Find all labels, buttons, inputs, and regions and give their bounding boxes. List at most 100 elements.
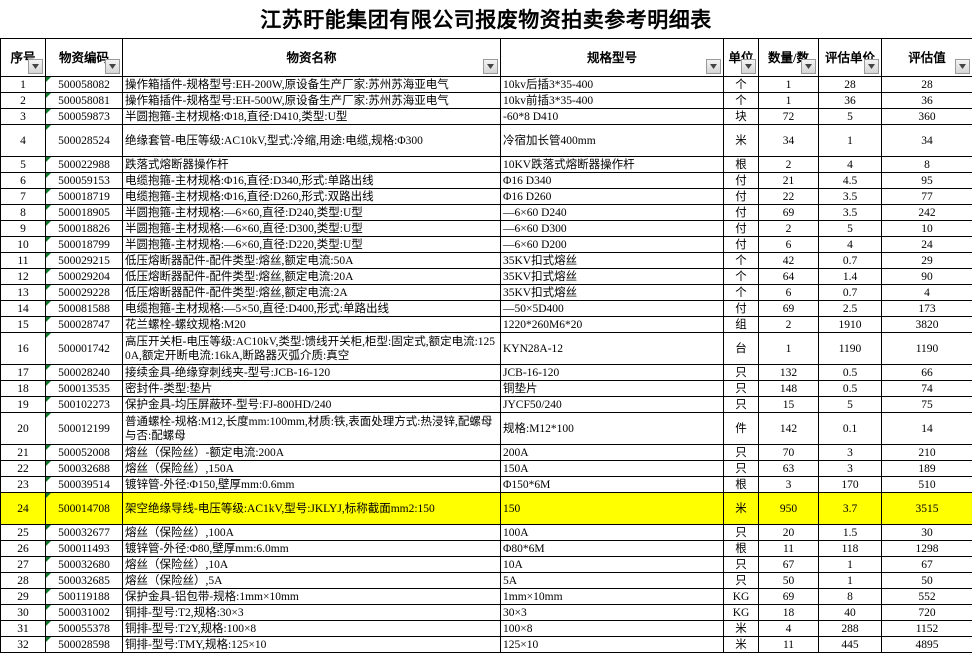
cell-seq[interactable]: 24 (0, 492, 46, 525)
table-row[interactable]: 2 500058081 操作箱插件-规格型号:EH-500W,原设备生产厂家:苏州苏… (0, 92, 972, 109)
cell-name[interactable]: 低压熔断器配件-配件类型:熔丝,额定电流:50A (122, 252, 501, 269)
cell-qty[interactable]: 70 (758, 444, 819, 461)
cell-code[interactable]: 500029215 (45, 252, 123, 269)
column-header-spec[interactable]: 规格型号 (500, 38, 724, 77)
cell-unit[interactable]: 只 (723, 364, 759, 381)
cell-price[interactable]: 1 (818, 572, 882, 589)
cell-unit[interactable]: 只 (723, 444, 759, 461)
cell-value[interactable]: 720 (881, 604, 972, 621)
cell-value[interactable]: 4895 (881, 636, 972, 653)
cell-seq[interactable]: 25 (0, 524, 46, 541)
column-header-price[interactable]: 评估单价 (818, 38, 882, 77)
table-row[interactable]: 14 500081588 电缆抱箍-主材规格:—5×50,直径:D400,形式:单路… (0, 300, 972, 317)
cell-qty[interactable]: 2 (758, 220, 819, 237)
cell-unit[interactable]: KG (723, 588, 759, 605)
cell-seq[interactable]: 29 (0, 588, 46, 605)
cell-qty[interactable]: 11 (758, 636, 819, 653)
cell-unit[interactable]: 根 (723, 156, 759, 173)
cell-seq[interactable]: 12 (0, 268, 46, 285)
column-header-seq[interactable]: 序号 (0, 38, 46, 77)
table-row[interactable]: 30 500031002 铜排-型号:T2,规格:30×3 30×3 KG 18 40 720 (0, 604, 972, 621)
cell-spec[interactable]: Φ16 D260 (500, 188, 724, 205)
cell-value[interactable]: 3820 (881, 316, 972, 333)
filter-dropdown-icon[interactable] (483, 59, 498, 74)
cell-qty[interactable]: 2 (758, 156, 819, 173)
cell-spec[interactable]: 5A (500, 572, 724, 589)
cell-value[interactable]: 210 (881, 444, 972, 461)
cell-seq[interactable]: 21 (0, 444, 46, 461)
cell-name[interactable]: 操作箱插件-规格型号:EH-200W,原设备生产厂家:苏州苏海亚电气 (122, 76, 501, 93)
cell-seq[interactable]: 9 (0, 220, 46, 237)
table-row[interactable]: 26 500011493 镀锌管-外径:Φ80,壁厚mm:6.0mm Φ80*6M 根 1… (0, 540, 972, 557)
table-row[interactable]: 17 500028240 接续金具-绝缘穿刺线夹-型号:JCB-16-120 JCB-… (0, 364, 972, 381)
cell-name[interactable]: 接续金具-绝缘穿刺线夹-型号:JCB-16-120 (122, 364, 501, 381)
cell-unit[interactable]: 个 (723, 252, 759, 269)
cell-qty[interactable]: 72 (758, 108, 819, 125)
cell-unit[interactable]: 付 (723, 172, 759, 189)
cell-qty[interactable]: 69 (758, 588, 819, 605)
column-header-qty[interactable]: 数量/数 (758, 38, 819, 77)
cell-seq[interactable]: 28 (0, 572, 46, 589)
cell-code[interactable]: 500022988 (45, 156, 123, 173)
cell-price[interactable]: 28 (818, 76, 882, 93)
cell-spec[interactable]: 200A (500, 444, 724, 461)
cell-price[interactable]: 4 (818, 156, 882, 173)
cell-value[interactable]: 242 (881, 204, 972, 221)
cell-qty[interactable]: 6 (758, 236, 819, 253)
cell-code[interactable]: 500012199 (45, 412, 123, 445)
cell-value[interactable]: 77 (881, 188, 972, 205)
cell-name[interactable]: 半圆抱箍-主材规格:Φ18,直径:D410,类型:U型 (122, 108, 501, 125)
cell-price[interactable]: 1 (818, 556, 882, 573)
table-row[interactable]: 12 500029204 低压熔断器配件-配件类型:熔丝,额定电流:20A 35KV扣… (0, 268, 972, 285)
table-row[interactable]: 25 500032677 熔丝（保险丝）,100A 100A 只 20 1.5 30 (0, 524, 972, 541)
cell-spec[interactable]: 冷宿加长管400mm (500, 124, 724, 157)
cell-name[interactable]: 操作箱插件-规格型号:EH-500W,原设备生产厂家:苏州苏海亚电气 (122, 92, 501, 109)
cell-unit[interactable]: 米 (723, 636, 759, 653)
cell-code[interactable]: 500081588 (45, 300, 123, 317)
cell-seq[interactable]: 11 (0, 252, 46, 269)
cell-spec[interactable]: 100A (500, 524, 724, 541)
filter-dropdown-icon[interactable] (801, 59, 816, 74)
cell-spec[interactable]: -60*8 D410 (500, 108, 724, 125)
table-row[interactable]: 7 500018719 电缆抱箍-主材规格:Φ16,直径:D260,形式:双路出线 Φ… (0, 188, 972, 205)
cell-price[interactable]: 4 (818, 236, 882, 253)
cell-unit[interactable]: 根 (723, 540, 759, 557)
cell-seq[interactable]: 20 (0, 412, 46, 445)
cell-value[interactable]: 66 (881, 364, 972, 381)
table-row[interactable]: 1 500058082 操作箱插件-规格型号:EH-200W,原设备生产厂家:苏州苏… (0, 76, 972, 93)
table-row[interactable]: 3 500059873 半圆抱箍-主材规格:Φ18,直径:D410,类型:U型 -60… (0, 108, 972, 125)
cell-qty[interactable]: 4 (758, 620, 819, 637)
column-header-value[interactable]: 评估值 (881, 38, 972, 77)
cell-unit[interactable]: 付 (723, 220, 759, 237)
cell-value[interactable]: 90 (881, 268, 972, 285)
cell-value[interactable]: 30 (881, 524, 972, 541)
cell-spec[interactable]: 1220*260M6*20 (500, 316, 724, 333)
cell-code[interactable]: 500001742 (45, 332, 123, 365)
cell-seq[interactable]: 8 (0, 204, 46, 221)
cell-code[interactable]: 500028598 (45, 636, 123, 653)
cell-code[interactable]: 500028240 (45, 364, 123, 381)
cell-name[interactable]: 铜排-型号:TMY,规格:125×10 (122, 636, 501, 653)
cell-value[interactable]: 10 (881, 220, 972, 237)
cell-seq[interactable]: 31 (0, 620, 46, 637)
table-row[interactable]: 22 500032688 熔丝（保险丝）,150A 150A 只 63 3 189 (0, 460, 972, 477)
table-row[interactable]: 31 500055378 铜排-型号:T2Y,规格:100×8 100×8 米 4 288 1… (0, 620, 972, 637)
cell-spec[interactable]: JCB-16-120 (500, 364, 724, 381)
column-header-unit[interactable]: 单位 (723, 38, 759, 77)
cell-qty[interactable]: 69 (758, 204, 819, 221)
cell-code[interactable]: 500018799 (45, 236, 123, 253)
cell-name[interactable]: 铜排-型号:T2Y,规格:100×8 (122, 620, 501, 637)
cell-qty[interactable]: 69 (758, 300, 819, 317)
cell-price[interactable]: 1190 (818, 332, 882, 365)
cell-qty[interactable]: 950 (758, 492, 819, 525)
cell-unit[interactable]: 只 (723, 460, 759, 477)
table-row[interactable]: 24 500014708 架空绝缘导线-电压等级:AC1kV,型号:JKLYJ,标称… (0, 492, 972, 525)
cell-seq[interactable]: 27 (0, 556, 46, 573)
cell-spec[interactable]: 125×10 (500, 636, 724, 653)
cell-unit[interactable]: 个 (723, 284, 759, 301)
cell-unit[interactable]: 付 (723, 204, 759, 221)
cell-seq[interactable]: 10 (0, 236, 46, 253)
cell-seq[interactable]: 32 (0, 636, 46, 653)
cell-code[interactable]: 500011493 (45, 540, 123, 557)
cell-qty[interactable]: 1 (758, 76, 819, 93)
